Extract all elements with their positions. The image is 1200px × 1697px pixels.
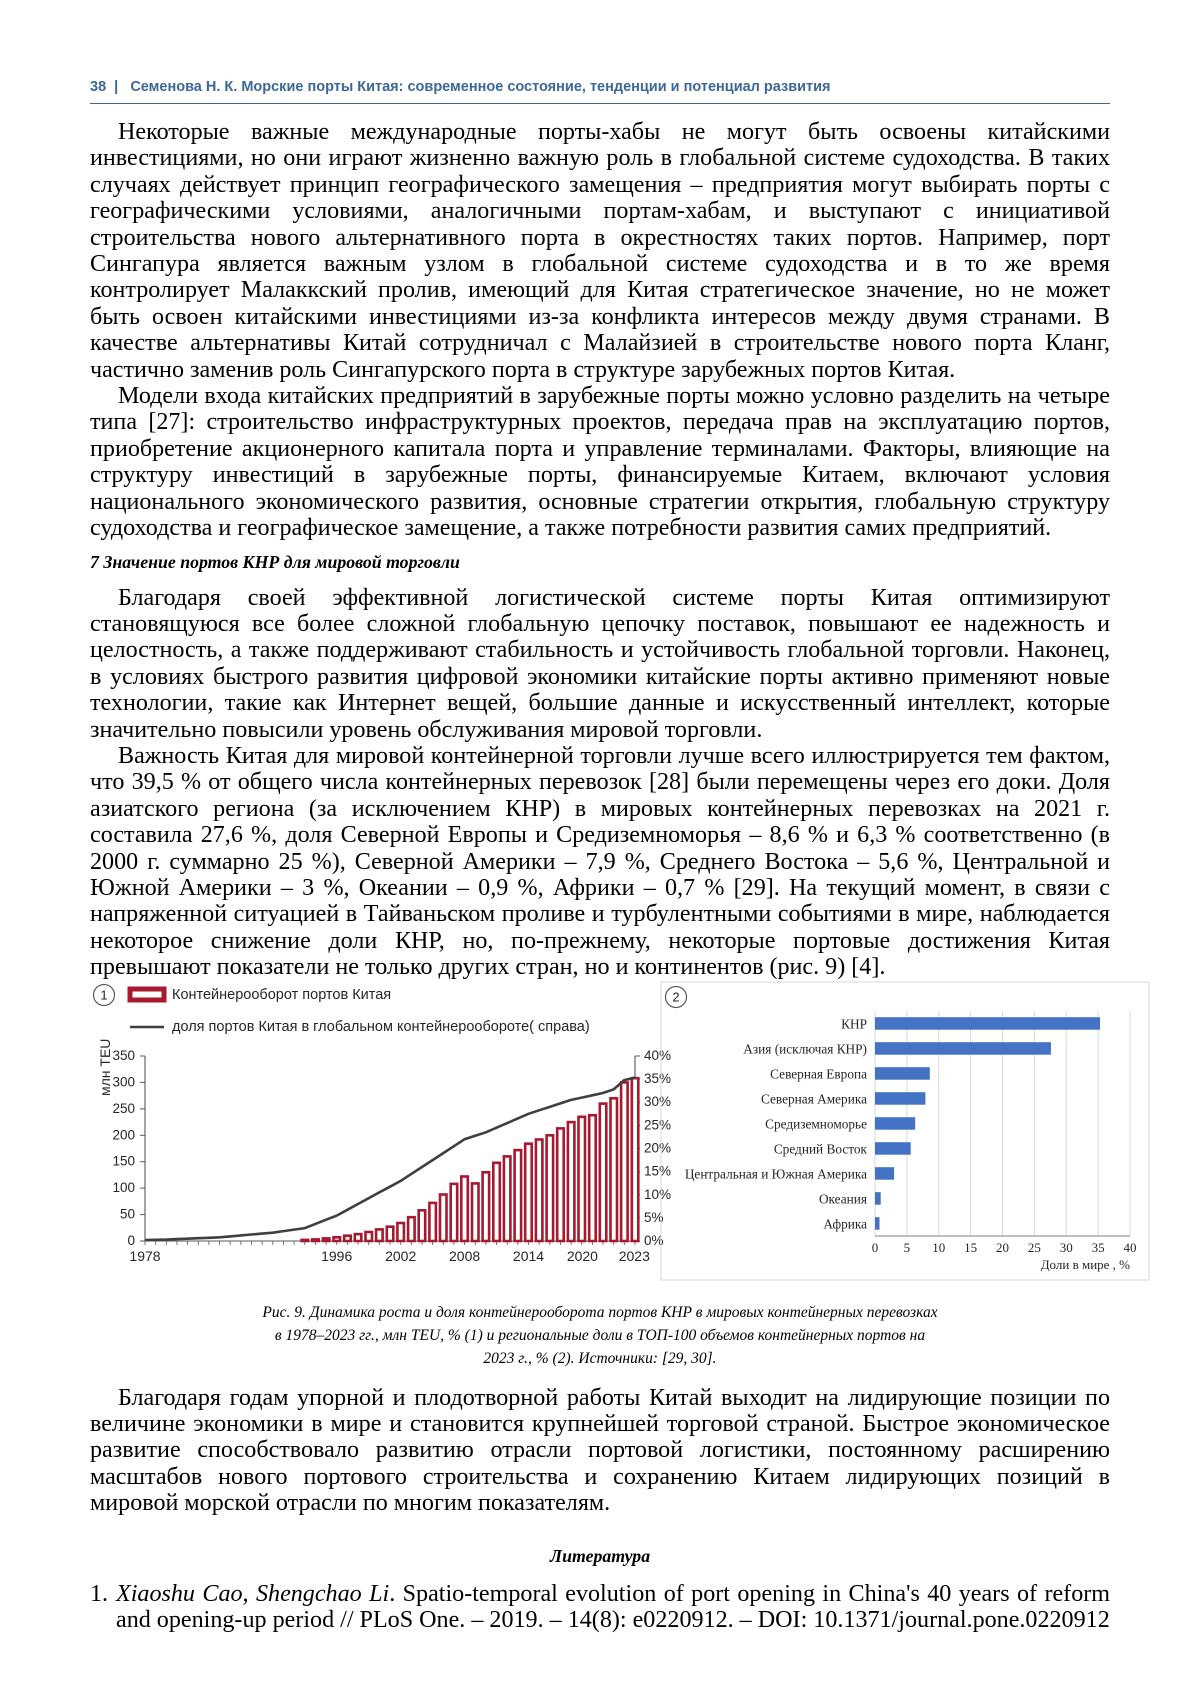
svg-text:1978: 1978 [129, 1248, 160, 1264]
svg-text:2002: 2002 [385, 1248, 416, 1264]
svg-text:Океания: Океания [819, 1191, 867, 1206]
svg-text:0: 0 [127, 1233, 135, 1248]
svg-text:Азия (исключая КНР): Азия (исключая КНР) [743, 1041, 867, 1056]
svg-text:Центральная и Южная Америка: Центральная и Южная Америка [685, 1166, 867, 1181]
svg-text:Африка: Африка [823, 1216, 867, 1231]
svg-text:20: 20 [996, 1240, 1009, 1255]
svg-text:200: 200 [112, 1127, 135, 1142]
svg-text:Средиземноморье: Средиземноморье [765, 1116, 867, 1131]
svg-text:2020: 2020 [567, 1248, 598, 1264]
svg-text:1: 1 [100, 987, 107, 1002]
svg-text:10: 10 [932, 1240, 945, 1255]
svg-text:35: 35 [1092, 1240, 1105, 1255]
svg-text:доля портов Китая в глобальном: доля портов Китая в глобальном контейнер… [172, 1019, 590, 1035]
svg-text:Контейнерооборот портов Китая: Контейнерооборот портов Китая [172, 987, 391, 1003]
svg-text:150: 150 [112, 1153, 135, 1168]
svg-text:Северная Европа: Северная Европа [770, 1066, 867, 1081]
svg-text:15: 15 [964, 1240, 977, 1255]
svg-text:КНР: КНР [841, 1016, 867, 1031]
svg-text:25: 25 [1028, 1240, 1041, 1255]
svg-text:350: 350 [112, 1048, 135, 1063]
svg-text:2008: 2008 [449, 1248, 480, 1264]
svg-text:40: 40 [1124, 1240, 1137, 1255]
svg-text:0: 0 [872, 1240, 879, 1255]
svg-text:30: 30 [1060, 1240, 1073, 1255]
svg-text:млн TEU: млн TEU [97, 1038, 113, 1095]
svg-text:5: 5 [904, 1240, 911, 1255]
svg-text:100: 100 [112, 1180, 135, 1195]
svg-text:2023: 2023 [619, 1248, 650, 1264]
svg-text:Доли в мире , %: Доли в мире , % [1041, 1257, 1130, 1272]
svg-text:300: 300 [112, 1074, 135, 1089]
svg-text:Северная Америка: Северная Америка [761, 1091, 867, 1106]
svg-text:250: 250 [112, 1100, 135, 1115]
svg-text:2: 2 [672, 989, 679, 1004]
svg-text:1996: 1996 [321, 1248, 352, 1264]
svg-text:2014: 2014 [513, 1248, 544, 1264]
svg-text:Средний Восток: Средний Восток [774, 1141, 868, 1156]
svg-text:50: 50 [120, 1206, 135, 1221]
